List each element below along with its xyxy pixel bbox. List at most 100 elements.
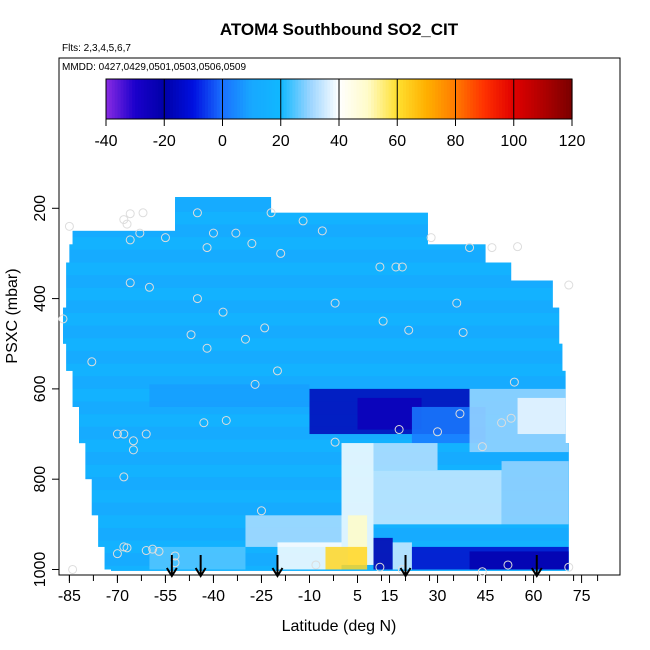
sample-point xyxy=(330,437,340,447)
field-band xyxy=(63,363,569,377)
colorbar-segment xyxy=(493,79,497,119)
sample-point xyxy=(477,442,487,452)
x-axis: -85 -70 -55 -40 -25 -10 5 15 30 45 60 75 xyxy=(58,575,599,605)
colorbar-segment xyxy=(408,79,413,119)
colorbar-tick-label: 40 xyxy=(330,133,348,150)
colorbar-segment xyxy=(405,79,410,119)
colorbar-segment xyxy=(260,79,264,119)
chart-title: ATOM4 Southbound SO2_CIT xyxy=(220,20,459,39)
colorbar-segment xyxy=(272,79,276,119)
colorbar-segment xyxy=(432,79,436,119)
colorbar-tick-label: 60 xyxy=(388,133,406,150)
colorbar-segment xyxy=(170,79,174,119)
colorbar-segment xyxy=(315,79,320,119)
colorbar-tick-label: 100 xyxy=(500,133,527,150)
colorbar-segment xyxy=(502,79,506,119)
sample-point xyxy=(564,280,574,290)
x-tick-label: -25 xyxy=(250,588,273,605)
field-band xyxy=(63,300,569,314)
sample-point xyxy=(260,323,270,333)
colorbar-segment xyxy=(216,79,221,119)
sample-point xyxy=(231,228,241,238)
colorbar-segment xyxy=(411,79,416,119)
sample-point xyxy=(506,413,516,423)
chart-subtitle-flights: Flts: 2,3,4,5,6,7 xyxy=(62,43,131,54)
field-band xyxy=(63,376,569,389)
sample-point xyxy=(154,546,164,556)
field-band xyxy=(63,313,569,326)
sample-point xyxy=(202,343,212,353)
colorbar-tick-label: -20 xyxy=(153,133,176,150)
colorbar-segment xyxy=(324,79,328,119)
colorbar-segment xyxy=(461,79,465,119)
colorbar-segment xyxy=(417,79,422,119)
colorbar-segment xyxy=(470,79,474,119)
colorbar-segment xyxy=(373,79,378,119)
x-tick-label: -55 xyxy=(154,588,177,605)
colorbar-segment xyxy=(231,79,235,119)
colorbar-segment xyxy=(548,79,553,119)
colorbar-segment xyxy=(202,79,206,119)
sample-point xyxy=(394,425,404,435)
colorbar-segment xyxy=(237,79,241,119)
colorbar-segment xyxy=(475,79,480,119)
colorbar-segment xyxy=(569,79,573,119)
colorbar-segment xyxy=(274,79,279,119)
colorbar-segment xyxy=(158,79,162,119)
colorbar-segment xyxy=(505,79,509,119)
colorbar-segment xyxy=(222,79,227,119)
sample-point xyxy=(487,243,497,253)
colorbar-segment xyxy=(161,79,165,119)
colorbar-segment xyxy=(199,79,203,119)
colorbar-segment xyxy=(368,79,372,119)
sample-point xyxy=(122,543,132,553)
colorbar-tick-label: 20 xyxy=(272,133,290,150)
arrow-marker xyxy=(530,555,543,578)
colorbar-tick-label: 80 xyxy=(447,133,465,150)
colorbar-segment xyxy=(143,79,148,119)
y-tick-label: 400 xyxy=(32,285,49,312)
colorbar-segment xyxy=(248,79,253,119)
colorbar-segment xyxy=(289,79,293,119)
colorbar-segment xyxy=(301,79,305,119)
colorbar-segment xyxy=(534,79,538,119)
colorbar-segment xyxy=(481,79,486,119)
colorbar-segment xyxy=(234,79,238,119)
sample-point xyxy=(426,233,436,243)
colorbar-tick-label: 120 xyxy=(559,133,586,150)
colorbar-segment xyxy=(496,79,500,119)
colorbar-segment xyxy=(306,79,311,119)
sample-point xyxy=(122,219,132,229)
sample-point xyxy=(218,307,228,317)
arrow-marker xyxy=(165,555,178,578)
colorbar-segment xyxy=(138,79,142,119)
colorbar-segment xyxy=(350,79,355,119)
colorbar-segment xyxy=(519,79,524,119)
field-band xyxy=(63,237,569,250)
colorbar-segment xyxy=(219,79,224,119)
colorbar-segment xyxy=(446,79,451,119)
sample-point xyxy=(256,506,266,516)
colorbar-segment xyxy=(414,79,419,119)
sample-point xyxy=(503,560,513,570)
sample-point xyxy=(221,415,231,425)
sample-point xyxy=(112,429,122,439)
sample-point xyxy=(391,262,401,272)
sample-point xyxy=(192,294,202,304)
colorbar-segment xyxy=(347,79,352,119)
colorbar-segment xyxy=(309,79,314,119)
field-feature xyxy=(392,542,412,570)
x-tick-label: 75 xyxy=(573,588,591,605)
sample-point xyxy=(266,208,276,218)
field-feature xyxy=(357,397,422,430)
colorbar-segment xyxy=(426,79,430,119)
colorbar-segment xyxy=(257,79,261,119)
field-feature xyxy=(245,515,342,547)
colorbar-segment xyxy=(362,79,366,119)
colorbar-segment xyxy=(507,79,512,119)
colorbar-segment xyxy=(178,79,183,119)
colorbar-segment xyxy=(365,79,369,119)
sample-point xyxy=(452,298,462,308)
colorbar-segment xyxy=(472,79,477,119)
